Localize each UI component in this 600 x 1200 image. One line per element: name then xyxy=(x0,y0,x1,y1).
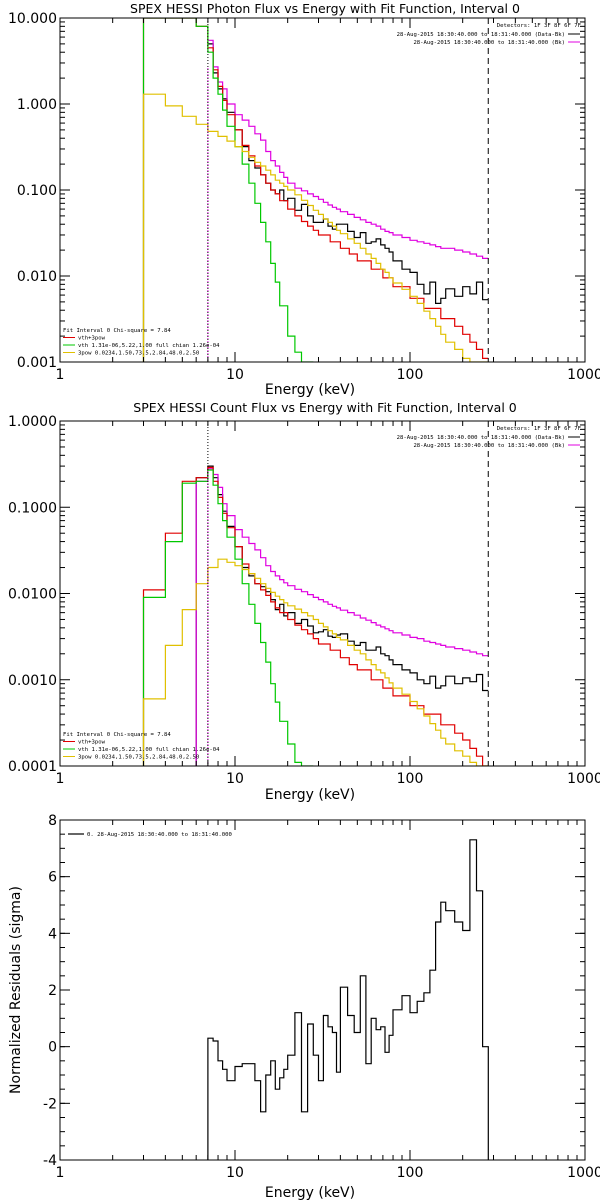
series-group xyxy=(207,839,489,1160)
axes-frame xyxy=(59,420,586,767)
y-tick-label: 0.0100 xyxy=(8,587,57,603)
legend-label: 0. 28-Aug-2015 18:30:40.000 to 18:31:40.… xyxy=(87,832,232,838)
header-entry-label: 28-Aug-2015 18:30:40.000 to 18:31:40.000… xyxy=(397,32,565,38)
header-entry-label: 28-Aug-2015 18:30:40.000 to 18:31:40.000… xyxy=(397,435,565,441)
header-entry-label: 28-Aug-2015 18:30:40.000 to 18:31:40.000… xyxy=(413,40,565,46)
series-vth-3pow-line xyxy=(142,466,489,766)
panel2-plot-area: 1 10 100 1000 0.0001 0.0010 0.0100 0.1000 1.0000… xyxy=(8,414,600,787)
y-tick-label: 8 xyxy=(48,813,57,829)
x-tick-label: 100 xyxy=(397,1165,424,1181)
y-tick-label: 1.000 xyxy=(17,97,57,113)
photon-flux-panel: SPEX HESSI Photon Flux vs Energy with Fi… xyxy=(8,1,600,398)
y-tick-label: 0.010 xyxy=(17,269,57,285)
x-tick-label: 10 xyxy=(226,1165,244,1181)
panel3-xlabel: Energy (keV) xyxy=(265,1185,355,1200)
axes-frame xyxy=(59,17,586,363)
y-tick-label: 6 xyxy=(48,870,57,886)
series-vth-line xyxy=(142,469,314,766)
series-group xyxy=(142,18,489,362)
y-tick-label: 10.000 xyxy=(8,11,57,27)
series-bk-line xyxy=(195,468,489,766)
y-tick-label: 1.0000 xyxy=(8,414,57,430)
x-tick-label: 1000 xyxy=(567,367,600,383)
fit-legend-label: vth 1.31e-06,5.22,1.00 full chian 1.26e-… xyxy=(78,747,220,753)
y-tick-label: 0.0001 xyxy=(8,759,57,775)
y-tick-label: -2 xyxy=(43,1096,57,1112)
y-tick-label: 0.001 xyxy=(17,355,57,371)
count-flux-panel: SPEX HESSI Count Flux vs Energy with Fit… xyxy=(8,400,600,803)
panel2-title: SPEX HESSI Count Flux vs Energy with Fit… xyxy=(133,400,516,415)
header-entry-label: 28-Aug-2015 18:30:40.000 to 18:31:40.000… xyxy=(413,443,565,449)
series-bk-line xyxy=(207,39,489,259)
series-vth-3pow-line xyxy=(142,18,489,362)
detectors-label: Detectors: 1F 3F 8F 6F 7F xyxy=(497,426,582,432)
y-tick-label: 0 xyxy=(48,1040,57,1056)
series-vth-line xyxy=(142,18,314,362)
x-tick-label: 1000 xyxy=(567,771,600,787)
detectors-label: Detectors: 1F 3F 8F 6F 7F xyxy=(497,23,582,29)
fit-legend-label: Fit Interval 0 Chi-square = 7.84 xyxy=(63,328,171,334)
series-data-bk-line xyxy=(207,43,489,304)
panel2-xlabel: Energy (keV) xyxy=(265,787,355,803)
x-tick-label: 1 xyxy=(56,771,65,787)
series-0-28-aug-2015-18-30-40-000-to-18-31-40-000-line xyxy=(207,839,489,1160)
panel3-ylabel: Normalized Residuals (sigma) xyxy=(8,886,24,1094)
panel1-xlabel: Energy (keV) xyxy=(265,382,355,398)
fit-legend-label: 3pow 0.0234,1.50,73.5,2.84,48.0,2.50 xyxy=(78,755,199,761)
axes-frame xyxy=(59,819,586,1161)
panel1-plot-area: 1 10 100 1000 0.001 0.010 0.100 1.000 10.000 Dete… xyxy=(8,11,600,383)
y-tick-label: 0.0010 xyxy=(8,673,57,689)
series-group xyxy=(142,465,489,766)
x-tick-label: 1 xyxy=(56,367,65,383)
series-data-bk-line xyxy=(195,465,489,766)
panel1-title: SPEX HESSI Photon Flux vs Energy with Fi… xyxy=(130,1,520,16)
fit-legend-label: vth+3pow xyxy=(78,740,106,746)
y-tick-label: 4 xyxy=(48,926,57,942)
x-tick-label: 1000 xyxy=(567,1165,600,1181)
y-tick-label: 0.100 xyxy=(17,183,57,199)
series-3pow-line xyxy=(142,558,489,766)
fit-legend-label: vth+3pow xyxy=(78,336,106,342)
fit-legend-label: Fit Interval 0 Chi-square = 7.84 xyxy=(63,732,171,738)
y-tick-label: 0.1000 xyxy=(8,500,57,516)
y-tick-label: 2 xyxy=(48,983,57,999)
x-tick-label: 100 xyxy=(397,367,424,383)
fit-legend-label: vth 1.31e-06,5.22,1.00 full chian 1.26e-… xyxy=(78,343,220,349)
panel3-plot-area: 1 10 100 1000 -4 -2 0 2 4 6 8 0. 28-Aug-2015 18:30:… xyxy=(43,813,600,1181)
x-tick-label: 10 xyxy=(226,771,244,787)
residuals-panel: 1 10 100 1000 -4 -2 0 2 4 6 8 0. 28-Aug-2015 18:30:… xyxy=(8,813,600,1200)
x-tick-label: 1 xyxy=(56,1165,65,1181)
y-tick-label: -4 xyxy=(43,1153,57,1169)
fit-legend-label: 3pow 0.0234,1.50,73.5,2.84,48.0,2.50 xyxy=(78,351,199,357)
x-tick-label: 100 xyxy=(397,771,424,787)
series-3pow-line xyxy=(142,93,489,362)
x-tick-label: 10 xyxy=(226,367,244,383)
